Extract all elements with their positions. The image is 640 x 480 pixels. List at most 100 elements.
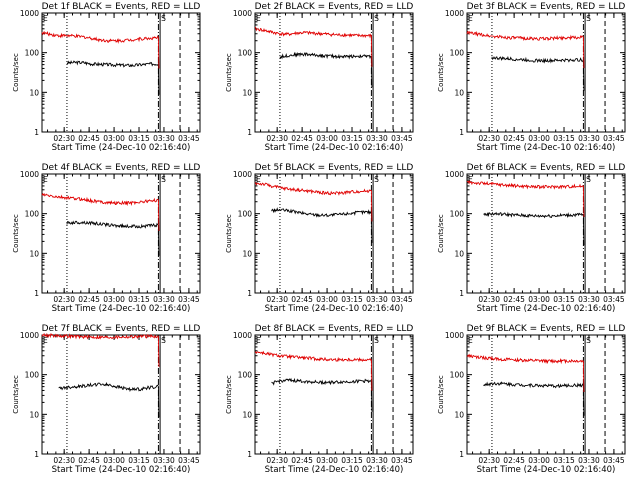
- time-marker-label: S: [161, 336, 166, 345]
- y-axis-label: Counts/sec: [437, 214, 445, 253]
- x-tick-label: 03:15: [128, 456, 150, 465]
- panel-title: Det 6f BLACK = Events, RED = LLD: [467, 163, 626, 173]
- y-tick-label: 1: [459, 128, 464, 137]
- x-tick-label: 03:00: [316, 134, 338, 143]
- y-tick-label: 100: [238, 210, 253, 219]
- plot-frame: [467, 13, 625, 132]
- y-tick-label: 10: [454, 249, 464, 258]
- y-tick-label: 1000: [233, 331, 252, 340]
- x-tick-label: 03:15: [553, 295, 575, 304]
- y-tick-label: 1000: [445, 170, 464, 179]
- lld-series-line: [467, 181, 584, 217]
- plot-frame: [467, 335, 625, 454]
- time-marker-label: E: [43, 14, 48, 23]
- y-tick-label: 1: [34, 128, 39, 137]
- x-tick-label: 03:45: [603, 134, 625, 143]
- x-axis-label: Start Time (24-Dec-10 02:16:40): [477, 465, 616, 475]
- x-tick-label: 03:15: [553, 456, 575, 465]
- panel-title: Det 1f BLACK = Events, RED = LLD: [42, 2, 201, 12]
- x-tick-label: 03:00: [103, 295, 125, 304]
- time-marker-label: S: [161, 175, 166, 184]
- panel-title: Det 8f BLACK = Events, RED = LLD: [255, 324, 414, 334]
- detector-panel-2: Det 2f BLACK = Events, RED = LLD 1 10 100 10…: [225, 2, 413, 153]
- y-axis-label: Counts/sec: [225, 375, 233, 414]
- y-tick-label: 1: [247, 450, 252, 459]
- lld-series-line: [42, 32, 159, 69]
- time-marker-label: S: [586, 175, 591, 184]
- detector-count-rate-figure: Det 1f BLACK = Events, RED = LLD11010010…: [0, 0, 640, 480]
- panel-title: Det 3f BLACK = Events, RED = LLD: [467, 2, 626, 12]
- x-tick-label: 03:45: [178, 295, 200, 304]
- time-marker-label: S: [586, 336, 591, 345]
- time-marker-label: E: [468, 336, 473, 345]
- y-tick-label: 1000: [20, 9, 39, 18]
- x-tick-label: 02:30: [266, 456, 288, 465]
- x-tick-label: 02:30: [478, 134, 500, 143]
- panel-title: Det 9f BLACK = Events, RED = LLD: [467, 324, 626, 334]
- y-tick-label: 10: [454, 410, 464, 419]
- x-tick-label: 03:00: [316, 456, 338, 465]
- detector-panel-5: Det 5f BLACK = Events, RED = LLD11010010…: [225, 163, 413, 314]
- y-tick-label: 100: [450, 371, 465, 380]
- x-tick-label: 03:30: [153, 456, 175, 465]
- events-series-line: [59, 383, 159, 417]
- x-tick-label: 03:00: [103, 456, 125, 465]
- y-tick-label: 100: [450, 210, 465, 219]
- detector-panel-3: Det 3f BLACK = Events, RED = LLD 1 10 100 10…: [437, 2, 625, 153]
- y-tick-label: 1: [459, 450, 464, 459]
- plot-frame: [255, 335, 413, 454]
- time-marker-label: E: [256, 336, 261, 345]
- x-tick-label: 02:30: [478, 295, 500, 304]
- time-marker-label: S: [586, 14, 591, 23]
- y-tick-label: 100: [450, 49, 465, 58]
- lld-series-line: [42, 334, 159, 367]
- x-axis-label: Start Time (24-Dec-10 02:16:40): [477, 143, 616, 153]
- time-marker-label: E: [256, 175, 261, 184]
- y-tick-label: 1000: [233, 9, 252, 18]
- y-tick-label: 100: [238, 49, 253, 58]
- x-tick-label: 03:45: [178, 456, 200, 465]
- plot-frame: [42, 13, 200, 132]
- x-axis-label: Start Time (24-Dec-10 02:16:40): [52, 143, 191, 153]
- y-tick-label: 1: [459, 289, 464, 298]
- time-marker-label: E: [43, 175, 48, 184]
- x-tick-label: 03:30: [578, 134, 600, 143]
- panel-title: Det 7f BLACK = Events, RED = LLD: [42, 324, 201, 334]
- time-marker-label: E: [468, 14, 473, 23]
- x-tick-label: 03:00: [528, 456, 550, 465]
- x-axis-label: Start Time (24-Dec-10 02:16:40): [52, 304, 191, 314]
- x-tick-label: 03:30: [578, 456, 600, 465]
- detector-panel-4: Det 4f BLACK = Events, RED = LLD 1 10 100 10…: [12, 163, 200, 314]
- x-tick-label: 02:45: [503, 456, 525, 465]
- x-axis-label: Start Time (24-Dec-10 02:16:40): [477, 304, 616, 314]
- y-tick-label: 10: [454, 88, 464, 97]
- x-tick-label: 02:45: [78, 134, 100, 143]
- x-tick-label: 03:00: [528, 134, 550, 143]
- detector-panel-9: Det 9f BLACK = Events, RED = LLD 1 10 100 10…: [437, 324, 625, 475]
- x-tick-label: 03:00: [103, 134, 125, 143]
- y-tick-label: 10: [242, 88, 252, 97]
- x-tick-label: 02:45: [291, 295, 313, 304]
- panel-title: Det 5f BLACK = Events, RED = LLD: [255, 163, 414, 173]
- events-series-line: [484, 382, 584, 416]
- x-tick-label: 03:45: [603, 456, 625, 465]
- y-axis-label: Counts/sec: [12, 53, 20, 92]
- y-axis-label: Counts/sec: [225, 53, 233, 92]
- time-marker-label: S: [374, 175, 379, 184]
- y-tick-label: 1000: [445, 9, 464, 18]
- time-marker-label: E: [256, 14, 261, 23]
- y-tick-label: 100: [25, 210, 40, 219]
- x-tick-label: 02:45: [291, 134, 313, 143]
- x-tick-label: 03:30: [366, 456, 388, 465]
- y-tick-label: 1: [247, 128, 252, 137]
- y-tick-label: 1: [34, 289, 39, 298]
- detector-panel-8: Det 8f BLACK = Events, RED = LLD 1 10 100 10…: [225, 324, 413, 475]
- time-marker-label: S: [161, 14, 166, 23]
- x-tick-label: 03:30: [366, 295, 388, 304]
- lld-series-line: [255, 352, 372, 391]
- y-tick-label: 1000: [233, 170, 252, 179]
- x-tick-label: 03:15: [128, 295, 150, 304]
- x-tick-label: 02:30: [478, 456, 500, 465]
- events-series-line: [280, 53, 372, 87]
- x-axis-label: Start Time (24-Dec-10 02:16:40): [265, 465, 404, 475]
